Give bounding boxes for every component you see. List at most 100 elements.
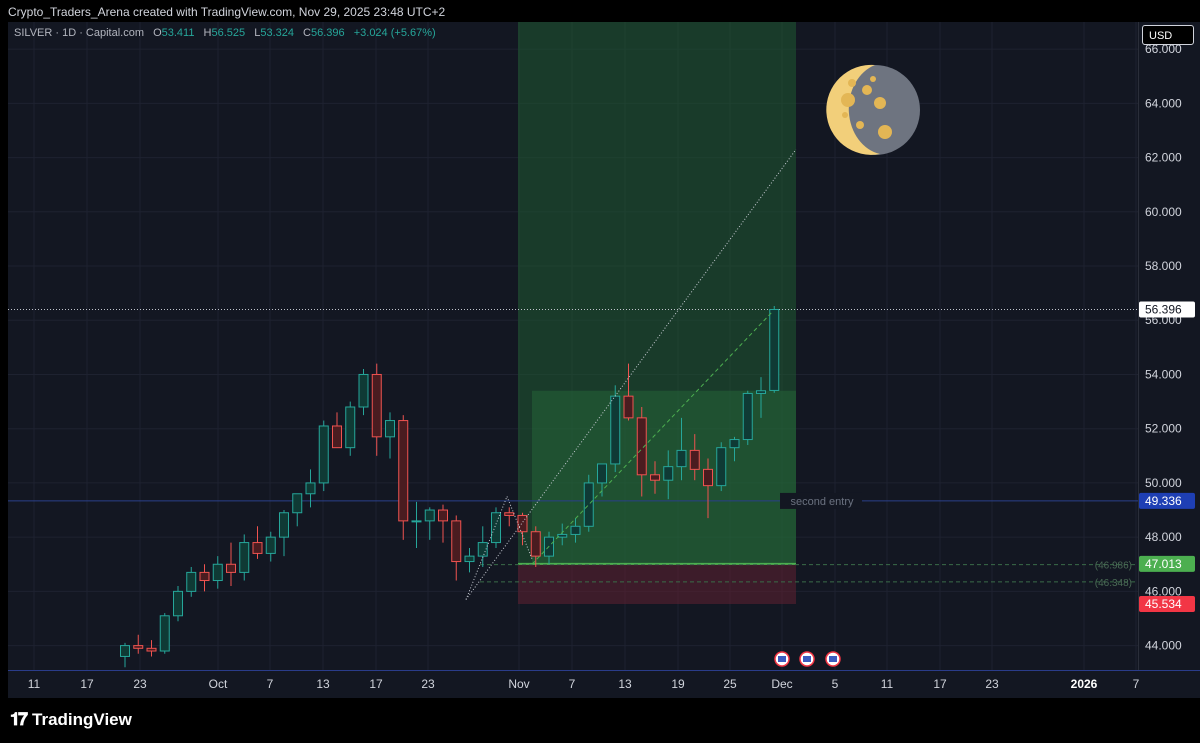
candle-body	[583, 482, 594, 527]
event-flag-icon	[825, 651, 841, 667]
candle-body	[438, 509, 448, 522]
moon-crater	[874, 97, 886, 109]
candle-body	[517, 514, 528, 533]
candle-body	[212, 563, 223, 582]
candle-body	[689, 449, 700, 470]
candle-body	[411, 520, 422, 523]
open-value: 53.411	[161, 27, 195, 39]
tradingview-wordmark: TradingView	[32, 709, 132, 729]
event-flag-fill	[803, 656, 811, 662]
price-marker-badge	[1139, 596, 1195, 613]
price-tick-label: 50.000	[1145, 476, 1182, 490]
candle-body	[570, 525, 581, 535]
candle-body	[504, 512, 515, 516]
price-tick-label: 48.000	[1145, 530, 1182, 544]
candle-body	[318, 425, 329, 484]
candle-body	[120, 645, 130, 657]
time-tick-label: Nov	[508, 677, 529, 691]
footer	[0, 698, 1200, 743]
position-diagonal	[531, 311, 773, 565]
candle-body	[676, 449, 687, 468]
candle-body	[186, 571, 197, 592]
candle-body	[530, 531, 541, 557]
high-value: 56.525	[211, 27, 246, 39]
candle-body	[716, 447, 727, 487]
candle-body	[769, 309, 780, 391]
profit-zone	[518, 22, 796, 564]
moon-crater	[842, 112, 848, 118]
candle-body	[252, 542, 263, 554]
candle-body	[663, 466, 674, 481]
symbol-legend: SILVER · 1D · Capital.com O53.411 H56.52…	[14, 27, 436, 39]
candle-body	[729, 439, 740, 449]
candle-body	[173, 590, 183, 617]
loss-zone	[518, 563, 796, 605]
candle-body	[491, 512, 501, 544]
time-tick-label: 11	[881, 677, 894, 691]
candle-body	[345, 406, 356, 449]
candle-body	[292, 493, 303, 514]
price-marker-label: 49.336	[1145, 494, 1182, 508]
price-marker-label: 47.013	[1145, 557, 1182, 571]
time-tick-label: 23	[133, 677, 147, 691]
time-tick-label: 7	[267, 677, 274, 691]
candle-body	[159, 615, 170, 652]
candle-body	[199, 571, 210, 582]
change-value: +3.024 (+5.67%)	[353, 27, 436, 39]
currency-button[interactable]: USD	[1142, 25, 1194, 45]
candle-body	[385, 420, 395, 438]
candle-body	[305, 482, 316, 495]
time-tick-label: 5	[832, 677, 839, 691]
time-tick-label: Oct	[209, 677, 228, 691]
open-label: O	[153, 27, 162, 39]
time-axis[interactable]	[8, 670, 1200, 698]
price-tick-label: 58.000	[1145, 259, 1182, 273]
tradingview-logo[interactable]: 𝟏𝟕 TradingView	[10, 709, 132, 730]
trend-line-dotted	[465, 149, 797, 600]
moon-icon	[826, 64, 920, 155]
symbol-title: SILVER · 1D · Capital.com	[14, 27, 145, 39]
candle-body	[398, 420, 409, 522]
price-tick-label: 54.000	[1145, 367, 1182, 381]
candle-body	[477, 542, 488, 557]
price-tick-label: 64.000	[1145, 96, 1182, 110]
candle-body	[557, 533, 568, 538]
candle-body	[650, 474, 660, 481]
time-tick-label: 13	[316, 677, 330, 691]
candle-body	[623, 395, 634, 419]
second-entry-label: second entry	[791, 496, 854, 508]
high-label: H	[203, 27, 212, 39]
time-tick-label: Dec	[771, 677, 792, 691]
candle-body	[756, 390, 766, 394]
last-price-badge	[1139, 301, 1195, 318]
price-tick-label: 44.000	[1145, 639, 1182, 653]
candle-body	[226, 563, 236, 573]
price-tick-label: 66.000	[1145, 42, 1182, 56]
event-flag-fill	[829, 656, 837, 662]
price-tick-label: 62.000	[1145, 151, 1182, 165]
candle-body	[358, 373, 369, 408]
time-tick-label: 11	[28, 677, 41, 691]
event-flag-icon	[799, 651, 815, 667]
price-marker-label: 45.534	[1145, 597, 1182, 611]
time-tick-label: 17	[933, 677, 947, 691]
candle-body	[703, 468, 713, 487]
candle-body	[424, 509, 435, 522]
moon-crater	[862, 85, 872, 95]
candle-body	[610, 395, 621, 465]
moon-crater	[870, 76, 876, 82]
low-label: L	[254, 27, 261, 39]
last-price-label: 56.396	[1145, 303, 1182, 317]
candle-body	[597, 463, 607, 484]
time-tick-label: 17	[369, 677, 383, 691]
event-flag-fill	[778, 656, 786, 662]
time-tick-label: 2026	[1071, 677, 1098, 691]
moon-crater	[841, 93, 855, 107]
moon-crater	[856, 121, 864, 129]
time-tick-label: 7	[1133, 677, 1140, 691]
time-tick-label: 13	[618, 677, 632, 691]
price-tick-label: 60.000	[1145, 205, 1182, 219]
low-value: 53.324	[260, 27, 294, 39]
price-tick-label: 46.000	[1145, 584, 1182, 598]
